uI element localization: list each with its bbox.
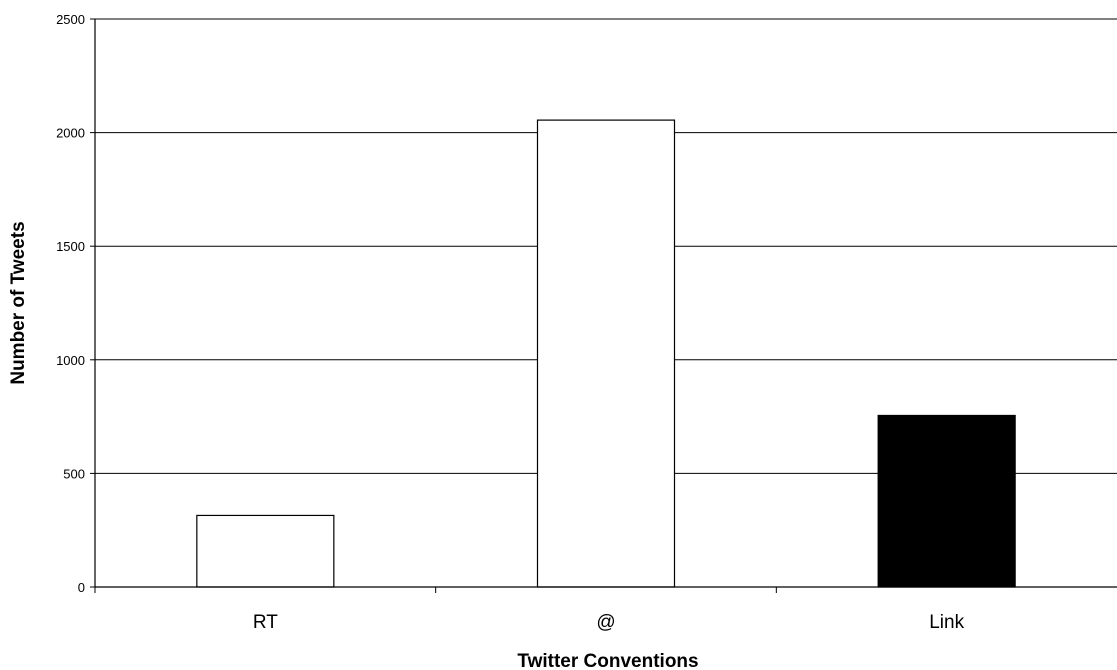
bars bbox=[196, 119, 1016, 588]
bar bbox=[536, 119, 676, 588]
y-tick-label: 2000 bbox=[56, 126, 85, 141]
y-tick-label: 1000 bbox=[56, 353, 85, 368]
x-tick-label: RT bbox=[253, 612, 278, 633]
y-tick-label: 500 bbox=[63, 466, 85, 481]
tick-labels: 0 500 1000 1500 2000 2500 RT @ Link bbox=[56, 12, 965, 633]
y-tick-label: 2500 bbox=[56, 12, 85, 27]
x-tick-label: @ bbox=[596, 612, 615, 633]
y-axis-title: Number of Tweets bbox=[8, 221, 29, 384]
y-tick-label: 0 bbox=[78, 580, 85, 595]
x-tick-label: Link bbox=[929, 612, 964, 633]
bar bbox=[877, 414, 1016, 588]
x-axis-title: Twitter Conventions bbox=[517, 651, 698, 670]
y-tick-label: 1500 bbox=[56, 239, 85, 254]
bar bbox=[196, 514, 335, 588]
axes bbox=[90, 18, 1117, 593]
